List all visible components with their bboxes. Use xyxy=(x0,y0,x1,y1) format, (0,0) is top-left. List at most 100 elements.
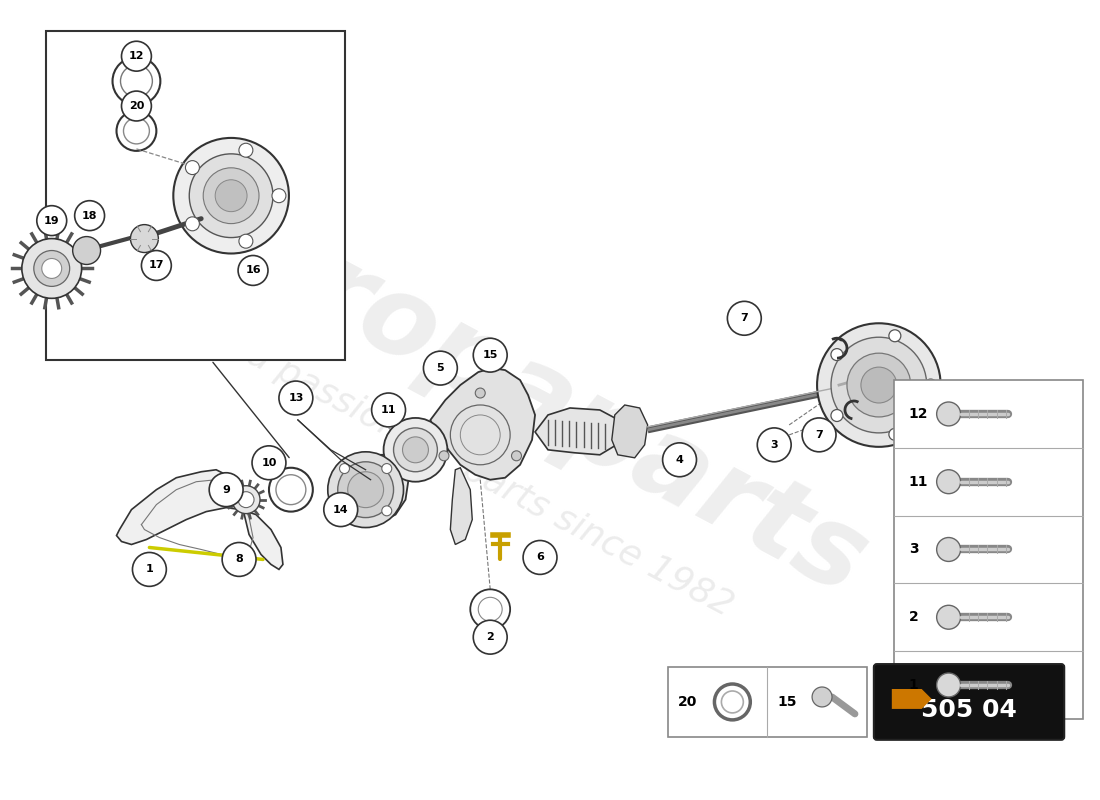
Text: 2: 2 xyxy=(909,610,918,624)
Circle shape xyxy=(239,143,253,157)
Circle shape xyxy=(121,42,152,71)
Circle shape xyxy=(338,462,394,518)
FancyBboxPatch shape xyxy=(873,664,1064,740)
Circle shape xyxy=(73,237,100,265)
Circle shape xyxy=(937,402,960,426)
Circle shape xyxy=(925,379,937,391)
Text: 3: 3 xyxy=(770,440,778,450)
Circle shape xyxy=(232,486,260,514)
Text: 505 04: 505 04 xyxy=(921,698,1018,722)
Circle shape xyxy=(142,250,172,281)
Circle shape xyxy=(36,206,67,235)
Text: 14: 14 xyxy=(333,505,349,514)
Circle shape xyxy=(384,418,448,482)
Circle shape xyxy=(524,541,557,574)
Circle shape xyxy=(847,353,911,417)
FancyBboxPatch shape xyxy=(46,31,344,360)
Circle shape xyxy=(512,451,521,461)
Text: 16: 16 xyxy=(245,266,261,275)
Polygon shape xyxy=(612,405,648,458)
Circle shape xyxy=(22,238,81,298)
Circle shape xyxy=(830,410,843,422)
Text: 19: 19 xyxy=(44,216,59,226)
Text: 1: 1 xyxy=(145,565,153,574)
Circle shape xyxy=(475,388,485,398)
Text: 6: 6 xyxy=(536,553,544,562)
Polygon shape xyxy=(430,368,535,480)
Circle shape xyxy=(75,201,104,230)
Circle shape xyxy=(34,250,69,286)
Text: 13: 13 xyxy=(288,393,304,403)
Text: 11: 11 xyxy=(909,474,928,489)
Text: 7: 7 xyxy=(815,430,823,440)
Circle shape xyxy=(473,620,507,654)
Text: 1: 1 xyxy=(909,678,918,692)
Circle shape xyxy=(42,258,62,278)
Circle shape xyxy=(252,446,286,480)
Circle shape xyxy=(239,234,253,248)
Circle shape xyxy=(372,393,406,427)
Circle shape xyxy=(222,542,256,576)
Circle shape xyxy=(279,381,312,415)
Circle shape xyxy=(328,452,404,527)
Text: 9: 9 xyxy=(222,485,230,494)
Circle shape xyxy=(861,367,896,403)
Polygon shape xyxy=(450,468,472,545)
Circle shape xyxy=(348,472,384,508)
Text: 4: 4 xyxy=(675,454,683,465)
Text: 10: 10 xyxy=(262,458,277,468)
Circle shape xyxy=(727,302,761,335)
Text: 12: 12 xyxy=(129,51,144,61)
FancyBboxPatch shape xyxy=(894,380,1084,719)
Circle shape xyxy=(889,330,901,342)
Circle shape xyxy=(937,673,960,697)
Circle shape xyxy=(340,463,350,474)
Circle shape xyxy=(174,138,289,254)
Circle shape xyxy=(186,217,199,231)
Circle shape xyxy=(830,338,926,433)
Circle shape xyxy=(382,506,392,516)
Text: 8: 8 xyxy=(235,554,243,565)
Circle shape xyxy=(439,451,449,461)
Text: 18: 18 xyxy=(81,210,98,221)
Circle shape xyxy=(473,338,507,372)
Circle shape xyxy=(238,492,254,508)
Circle shape xyxy=(812,687,832,707)
Circle shape xyxy=(830,349,843,361)
Circle shape xyxy=(204,168,258,224)
Circle shape xyxy=(662,443,696,477)
Circle shape xyxy=(817,323,940,447)
Circle shape xyxy=(323,493,358,526)
Circle shape xyxy=(937,470,960,494)
Circle shape xyxy=(238,255,268,286)
Text: 7: 7 xyxy=(740,314,748,323)
Text: 5: 5 xyxy=(437,363,444,373)
Circle shape xyxy=(132,553,166,586)
Circle shape xyxy=(757,428,791,462)
Text: 17: 17 xyxy=(148,261,164,270)
Polygon shape xyxy=(535,408,619,455)
Text: europaparts: europaparts xyxy=(156,162,884,618)
Text: 11: 11 xyxy=(381,405,396,415)
Circle shape xyxy=(216,180,248,212)
Circle shape xyxy=(403,437,428,462)
Text: 15: 15 xyxy=(483,350,498,360)
Text: 12: 12 xyxy=(909,407,928,421)
Circle shape xyxy=(209,473,243,506)
Circle shape xyxy=(272,189,286,202)
Text: 15: 15 xyxy=(778,695,796,709)
Polygon shape xyxy=(331,455,408,525)
Circle shape xyxy=(937,538,960,562)
Circle shape xyxy=(424,351,458,385)
Circle shape xyxy=(121,91,152,121)
Text: a passion for parts since 1982: a passion for parts since 1982 xyxy=(241,337,739,623)
Text: 20: 20 xyxy=(129,101,144,111)
Circle shape xyxy=(189,154,273,238)
Text: 2: 2 xyxy=(486,632,494,642)
FancyBboxPatch shape xyxy=(668,667,867,737)
Polygon shape xyxy=(892,679,932,719)
Circle shape xyxy=(802,418,836,452)
Polygon shape xyxy=(117,470,283,570)
Circle shape xyxy=(186,161,199,174)
Circle shape xyxy=(131,225,158,253)
